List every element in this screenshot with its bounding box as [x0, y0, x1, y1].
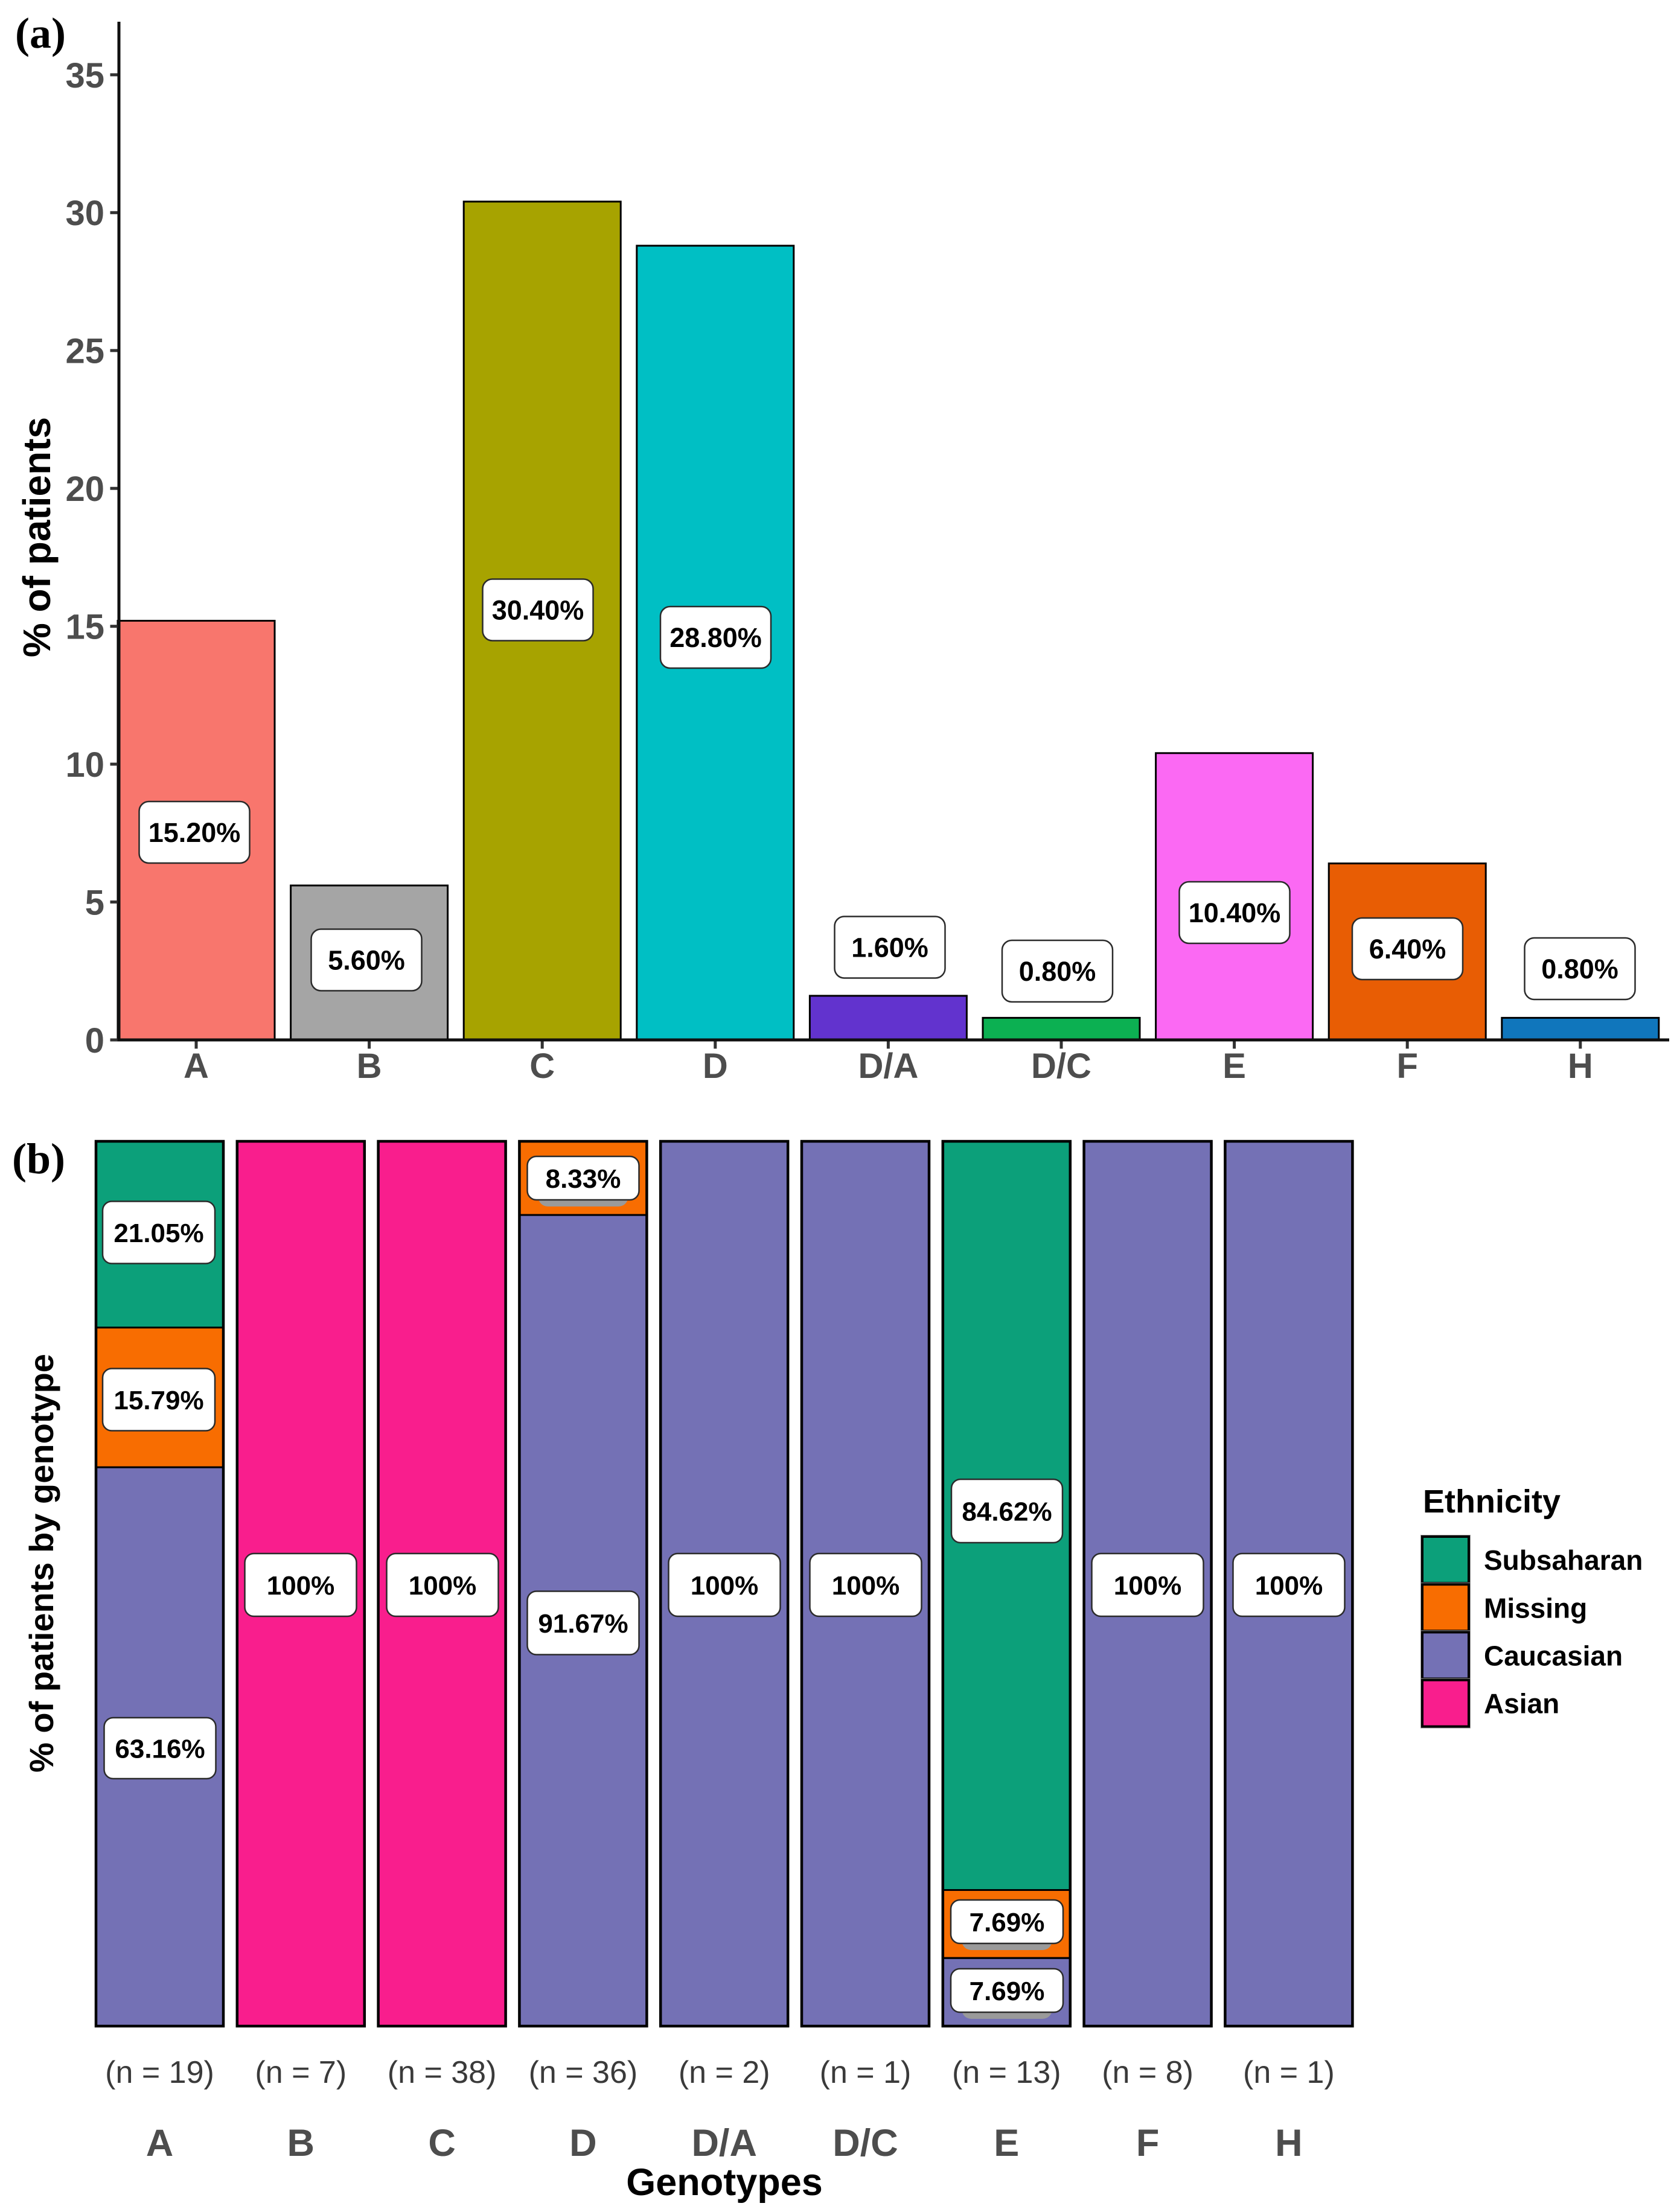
svg-text:0.80%: 0.80%: [1541, 954, 1618, 984]
svg-text:B: B: [287, 2122, 315, 2164]
svg-text:15.20%: 15.20%: [149, 817, 241, 848]
svg-text:100%: 100%: [409, 1571, 477, 1601]
svg-text:21.05%: 21.05%: [113, 1219, 203, 1248]
svg-text:100%: 100%: [1255, 1571, 1323, 1601]
svg-text:% of patients by genotype: % of patients by genotype: [22, 1354, 60, 1773]
svg-text:Missing: Missing: [1484, 1592, 1587, 1624]
svg-text:10: 10: [65, 745, 104, 785]
svg-text:63.16%: 63.16%: [115, 1734, 205, 1764]
svg-text:H: H: [1568, 1047, 1593, 1086]
svg-text:D: D: [703, 1047, 728, 1086]
svg-text:5: 5: [85, 883, 104, 922]
svg-text:(a): (a): [15, 9, 66, 57]
svg-text:8.33%: 8.33%: [546, 1164, 621, 1194]
svg-text:B: B: [357, 1047, 382, 1086]
svg-text:A: A: [146, 2122, 174, 2164]
svg-text:100%: 100%: [1114, 1571, 1182, 1601]
svg-text:28.80%: 28.80%: [669, 622, 762, 653]
svg-text:(n = 1): (n = 1): [1243, 2055, 1335, 2090]
svg-text:(n = 8): (n = 8): [1102, 2055, 1193, 2090]
svg-text:E: E: [994, 2122, 1019, 2164]
svg-text:91.67%: 91.67%: [538, 1609, 628, 1639]
svg-text:15.79%: 15.79%: [113, 1386, 203, 1415]
svg-text:100%: 100%: [832, 1571, 900, 1601]
svg-text:D/A: D/A: [858, 1047, 918, 1086]
svg-text:% of patients: % of patients: [15, 417, 59, 657]
svg-text:84.62%: 84.62%: [962, 1497, 1052, 1526]
svg-text:(n = 1): (n = 1): [820, 2055, 912, 2090]
svg-text:1.60%: 1.60%: [851, 932, 928, 963]
svg-text:30: 30: [65, 194, 104, 233]
svg-text:(b): (b): [12, 1135, 65, 1183]
svg-text:Subsaharan: Subsaharan: [1484, 1544, 1643, 1576]
svg-text:6.40%: 6.40%: [1369, 934, 1446, 964]
svg-text:(n = 36): (n = 36): [529, 2055, 638, 2090]
svg-text:35: 35: [65, 56, 104, 95]
svg-text:Asian: Asian: [1484, 1688, 1559, 1720]
svg-text:30.40%: 30.40%: [492, 595, 584, 626]
svg-text:5.60%: 5.60%: [328, 945, 405, 976]
svg-text:100%: 100%: [267, 1571, 335, 1601]
svg-text:D/A: D/A: [691, 2122, 757, 2164]
svg-text:(n = 2): (n = 2): [679, 2055, 770, 2090]
svg-text:20: 20: [65, 470, 104, 509]
svg-text:D/C: D/C: [1031, 1047, 1091, 1086]
svg-text:100%: 100%: [691, 1571, 759, 1601]
svg-text:D/C: D/C: [832, 2122, 898, 2164]
svg-text:25: 25: [65, 332, 104, 371]
svg-text:(n = 19): (n = 19): [105, 2055, 214, 2090]
svg-text:10.40%: 10.40%: [1189, 897, 1281, 928]
svg-text:Genotypes: Genotypes: [626, 2161, 823, 2204]
svg-text:15: 15: [65, 608, 104, 647]
svg-text:E: E: [1222, 1047, 1246, 1086]
svg-text:D: D: [569, 2122, 597, 2164]
svg-text:7.69%: 7.69%: [970, 1908, 1045, 1937]
svg-text:(n = 7): (n = 7): [255, 2055, 347, 2090]
svg-text:(n = 38): (n = 38): [388, 2055, 497, 2090]
svg-text:H: H: [1275, 2122, 1303, 2164]
svg-text:F: F: [1396, 1047, 1417, 1086]
svg-text:C: C: [428, 2122, 456, 2164]
svg-text:Ethnicity: Ethnicity: [1423, 1484, 1561, 1520]
svg-text:A: A: [184, 1047, 209, 1086]
svg-text:(n = 13): (n = 13): [952, 2055, 1061, 2090]
svg-text:Caucasian: Caucasian: [1484, 1640, 1623, 1671]
svg-text:C: C: [529, 1047, 555, 1086]
svg-text:0: 0: [85, 1021, 104, 1060]
svg-text:F: F: [1136, 2122, 1159, 2164]
svg-text:7.69%: 7.69%: [970, 1977, 1045, 2006]
svg-text:0.80%: 0.80%: [1019, 956, 1096, 987]
